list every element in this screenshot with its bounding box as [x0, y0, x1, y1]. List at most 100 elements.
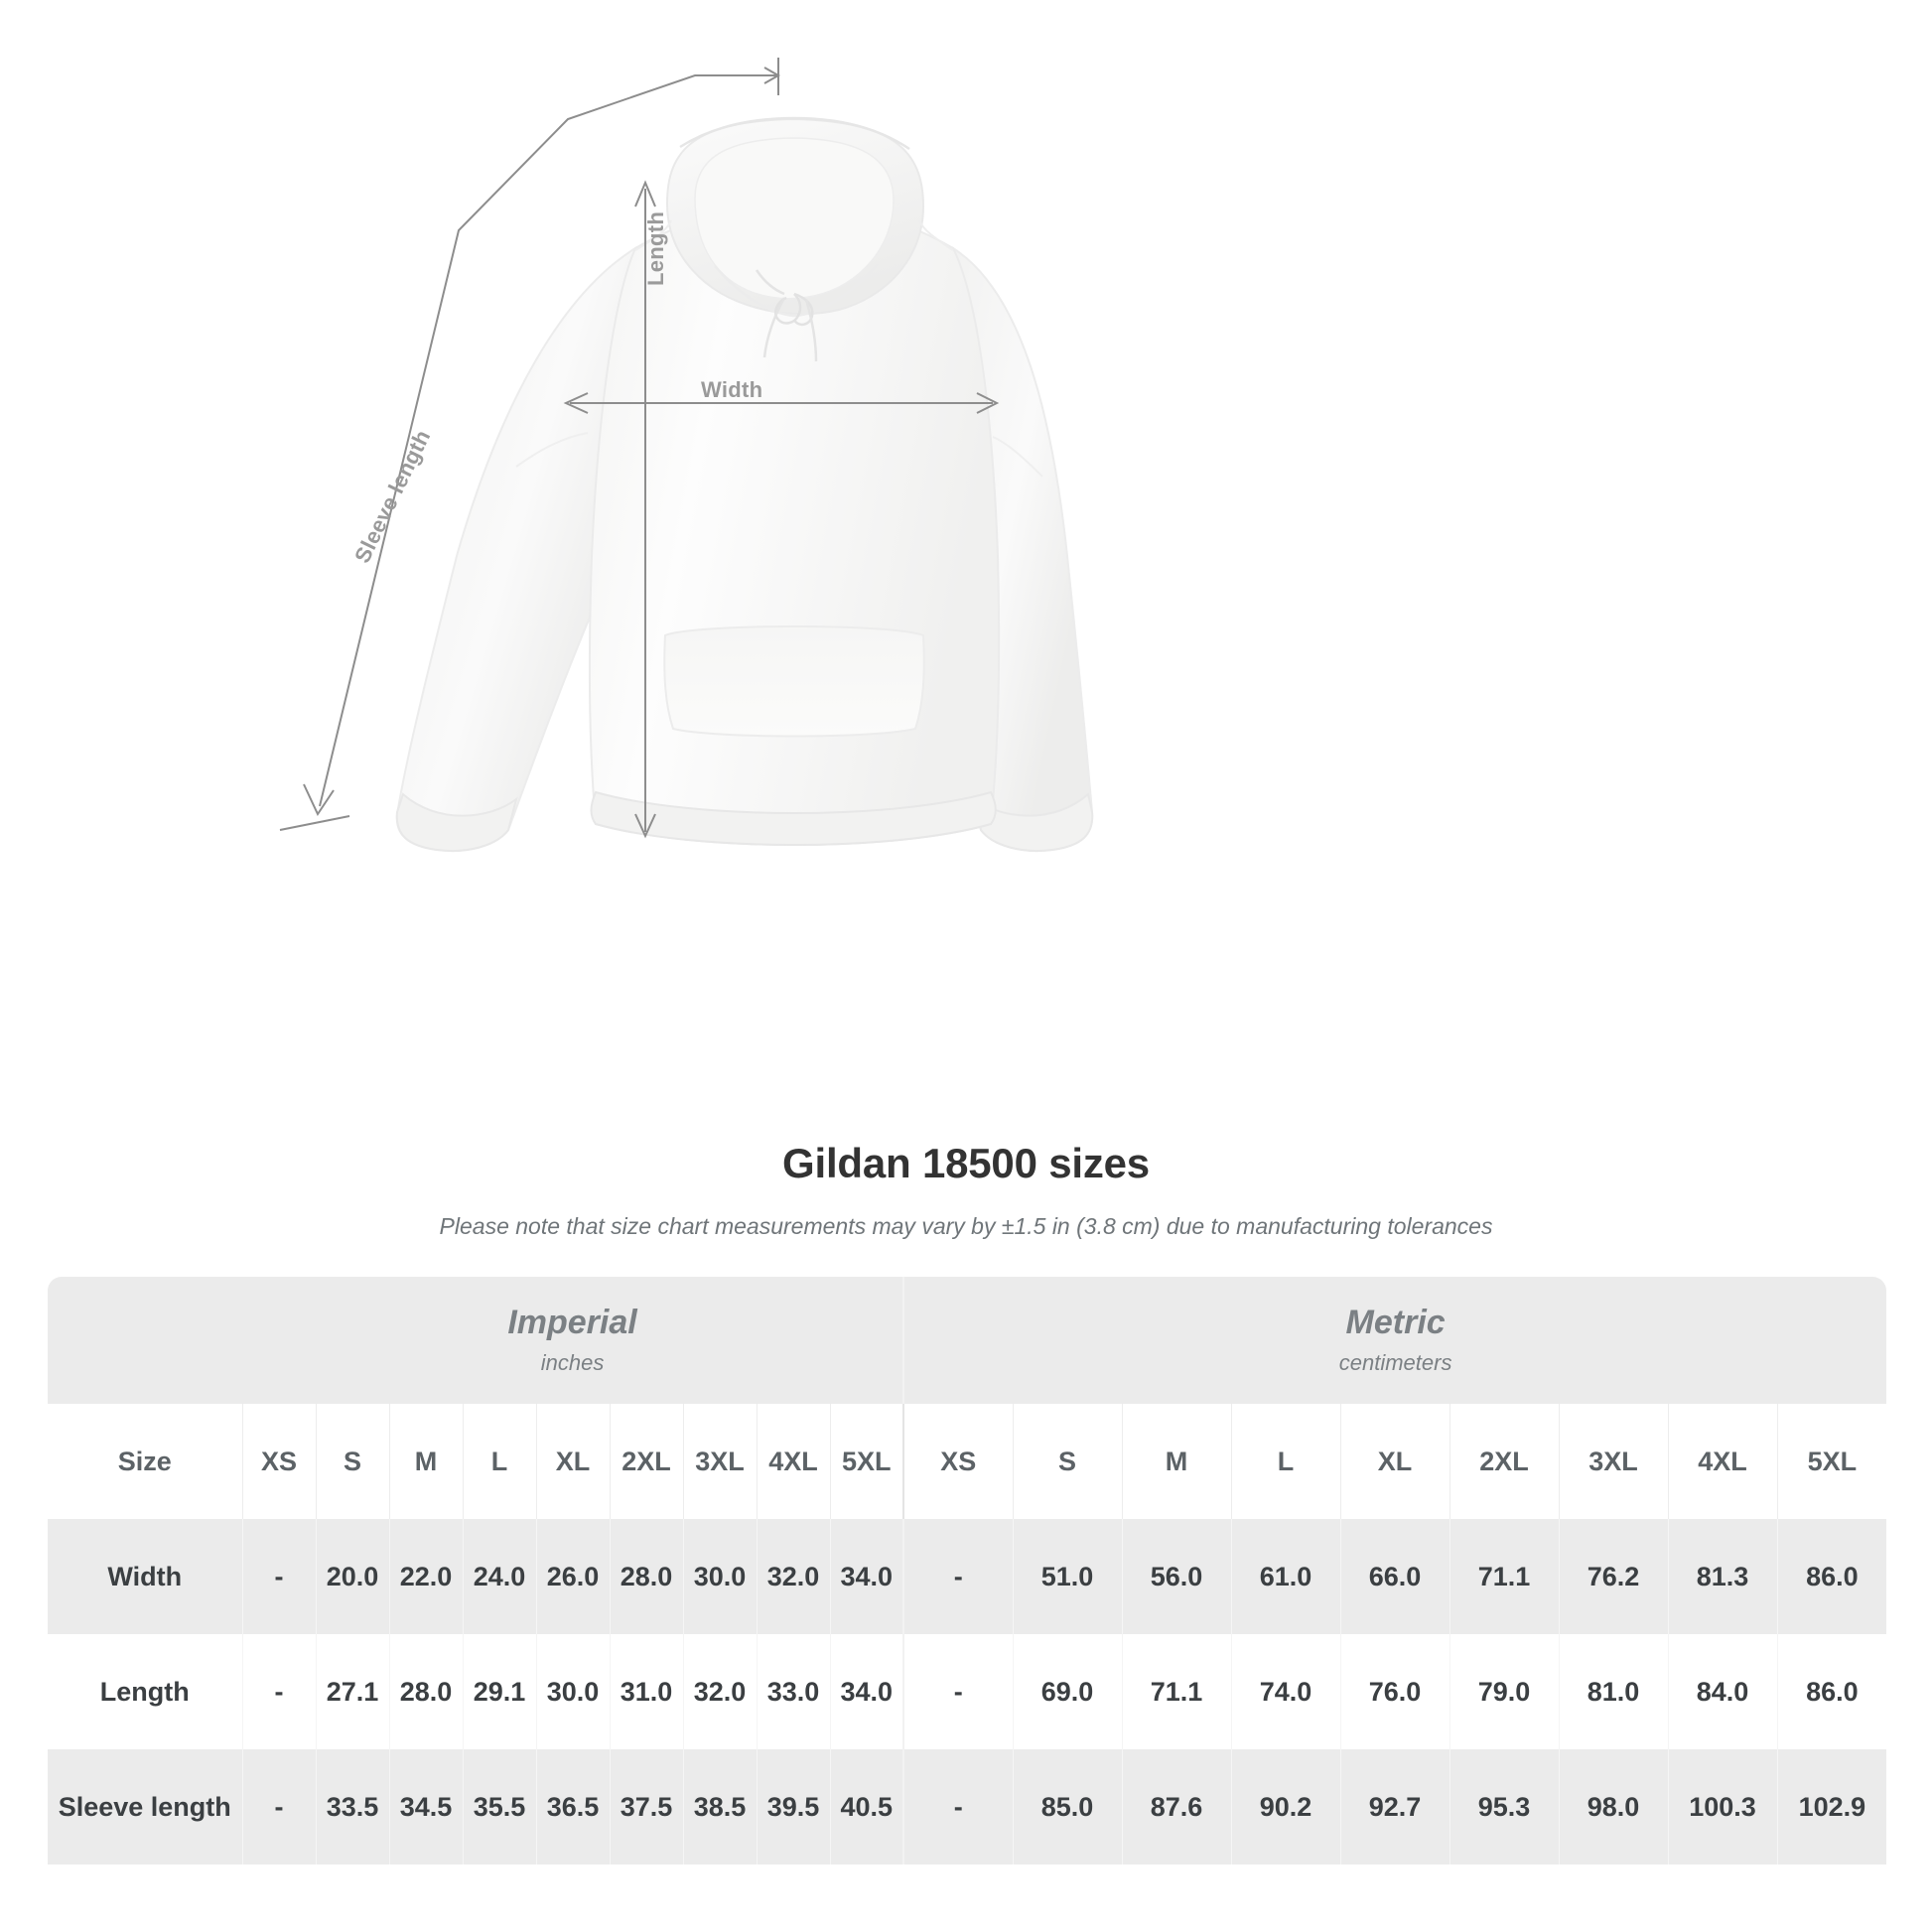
drawstring-left — [755, 269, 785, 296]
sleeve-bottom-tick — [279, 815, 350, 831]
bottom-hem — [590, 790, 997, 846]
width-arrow-left — [563, 392, 589, 414]
right-sleeve-fold — [992, 436, 1043, 478]
measurement-value-cell: 40.5 — [829, 1749, 904, 1864]
measurement-value-cell: 79.0 — [1449, 1634, 1560, 1749]
measurement-value-cell: - — [241, 1634, 316, 1749]
measurement-value-cell: 27.1 — [315, 1634, 389, 1749]
size-header-cell: 4XL — [756, 1404, 830, 1519]
measurement-value-cell: - — [241, 1519, 316, 1634]
measurement-value-cell: 74.0 — [1230, 1634, 1341, 1749]
width-annotation-label: Width — [701, 377, 763, 402]
unit-system-cell: Imperial inches — [242, 1277, 904, 1404]
drawstring-tail-left — [762, 297, 786, 358]
measurement-value-cell: 35.5 — [462, 1749, 536, 1864]
unit-system-unit: inches — [540, 1349, 605, 1375]
measurement-diagram: Length Width Sleeve length — [279, 58, 1094, 852]
measurement-value-cell: 95.3 — [1449, 1749, 1560, 1864]
size-header-cell: 5XL — [829, 1404, 904, 1519]
title-block: Gildan 18500 sizes Please note that size… — [0, 1140, 1932, 1240]
measurement-value-cell: 76.2 — [1558, 1519, 1669, 1634]
hood-opening — [694, 137, 895, 300]
left-cuff — [395, 792, 518, 852]
measurement-value-cell: 98.0 — [1558, 1749, 1669, 1864]
measurement-value-cell: 90.2 — [1230, 1749, 1341, 1864]
unit-system-unit: centimeters — [1338, 1349, 1452, 1375]
measurement-row-label: Sleeve length — [48, 1749, 242, 1864]
size-header-cell: S — [1012, 1404, 1123, 1519]
measurement-value-cell: 102.9 — [1776, 1749, 1887, 1864]
kangaroo-pocket — [663, 625, 925, 738]
size-header-cell: 2XL — [609, 1404, 683, 1519]
size-header-label: Size — [48, 1404, 242, 1519]
page-title: Gildan 18500 sizes — [782, 1140, 1150, 1186]
measurement-value-cell: 69.0 — [1012, 1634, 1123, 1749]
measurement-value-cell: - — [902, 1749, 1014, 1864]
size-header-cell: XL — [535, 1404, 610, 1519]
measurement-value-cell: 39.5 — [756, 1749, 830, 1864]
unit-system-name: Imperial — [507, 1304, 637, 1342]
unit-system-name: Metric — [1345, 1304, 1446, 1342]
tolerance-note: Please note that size chart measurements… — [439, 1213, 1493, 1239]
measurement-value-cell: 37.5 — [609, 1749, 683, 1864]
measurement-value-cell: 84.0 — [1667, 1634, 1778, 1749]
measurement-value-cell: 30.0 — [682, 1519, 757, 1634]
measurement-value-cell: 34.0 — [829, 1519, 904, 1634]
size-header-cell: XS — [241, 1404, 316, 1519]
measurement-value-cell: 28.0 — [388, 1634, 463, 1749]
measurement-value-cell: 26.0 — [535, 1519, 610, 1634]
measurement-value-cell: 29.1 — [462, 1634, 536, 1749]
collar-seam — [714, 263, 879, 318]
measurement-value-cell: 86.0 — [1776, 1519, 1887, 1634]
length-arrow-top — [634, 180, 656, 207]
measurement-value-cell: 51.0 — [1012, 1519, 1123, 1634]
measurement-value-cell: 86.0 — [1776, 1634, 1887, 1749]
measurement-value-cell: 71.1 — [1449, 1519, 1560, 1634]
size-header-cell: M — [388, 1404, 463, 1519]
measurement-row-label: Width — [48, 1519, 242, 1634]
size-header-cell: XS — [902, 1404, 1014, 1519]
measurement-value-cell: - — [241, 1749, 316, 1864]
measurement-value-cell: 24.0 — [462, 1519, 536, 1634]
size-chart-table-wrap: Imperial inches Metric centimeters Size XS S M L… — [48, 1277, 1887, 1864]
sleeve-leader-line — [319, 74, 776, 807]
measurement-value-cell: 34.0 — [829, 1634, 904, 1749]
hoodie-garment — [395, 116, 1094, 852]
right-shoulder-seam — [918, 219, 954, 251]
size-header-cell: M — [1121, 1404, 1232, 1519]
measurement-value-cell: 28.0 — [609, 1519, 683, 1634]
measurement-value-cell: 56.0 — [1121, 1519, 1232, 1634]
sleeve-measure-arrowhead — [303, 783, 335, 817]
hoodie-illustration — [279, 58, 1094, 852]
measurement-value-cell: 66.0 — [1339, 1519, 1450, 1634]
unit-system-row: Imperial inches Metric centimeters — [48, 1277, 1887, 1404]
measurement-value-cell: 38.5 — [682, 1749, 757, 1864]
measurement-value-cell: 22.0 — [388, 1519, 463, 1634]
size-header-cell: 3XL — [1558, 1404, 1669, 1519]
measurement-value-cell: 36.5 — [535, 1749, 610, 1864]
size-header-row: Size XS S M L XL 2XL 3XL 4XL 5XL XS S M L XL 2XL 3XL 4XL 5… — [48, 1404, 1887, 1519]
length-annotation-label: Length — [643, 210, 668, 286]
drawstring-knot-left — [774, 293, 802, 325]
left-shoulder-seam — [634, 219, 672, 251]
unit-system-cell: Metric centimeters — [902, 1277, 1887, 1404]
measurement-value-cell: 92.7 — [1339, 1749, 1450, 1864]
measurement-value-cell: - — [902, 1634, 1014, 1749]
size-header-cell: 5XL — [1776, 1404, 1887, 1519]
table-row: Width -20.0 22.0 24.0 26.0 28.0 30.0 32.0 34.0-5… — [48, 1519, 1887, 1634]
measurement-value-cell: 34.5 — [388, 1749, 463, 1864]
size-header-cell: 3XL — [682, 1404, 757, 1519]
measurement-value-cell: - — [902, 1519, 1014, 1634]
table-row: Sleeve length -33.5 34.5 35.5 36.5 37.5 38.5 39… — [48, 1749, 1887, 1864]
size-chart-table: Imperial inches Metric centimeters Size XS S M L… — [48, 1277, 1887, 1864]
table-corner-spacer — [48, 1277, 242, 1404]
measurement-value-cell: 81.0 — [1558, 1634, 1669, 1749]
size-header-cell: XL — [1339, 1404, 1450, 1519]
measurement-value-cell: 31.0 — [609, 1634, 683, 1749]
measurement-value-cell: 100.3 — [1667, 1749, 1778, 1864]
measurement-value-cell: 32.0 — [756, 1519, 830, 1634]
measurement-value-cell: 61.0 — [1230, 1519, 1341, 1634]
measurement-value-cell: 32.0 — [682, 1634, 757, 1749]
size-header-cell: S — [315, 1404, 389, 1519]
measurement-value-cell: 76.0 — [1339, 1634, 1450, 1749]
